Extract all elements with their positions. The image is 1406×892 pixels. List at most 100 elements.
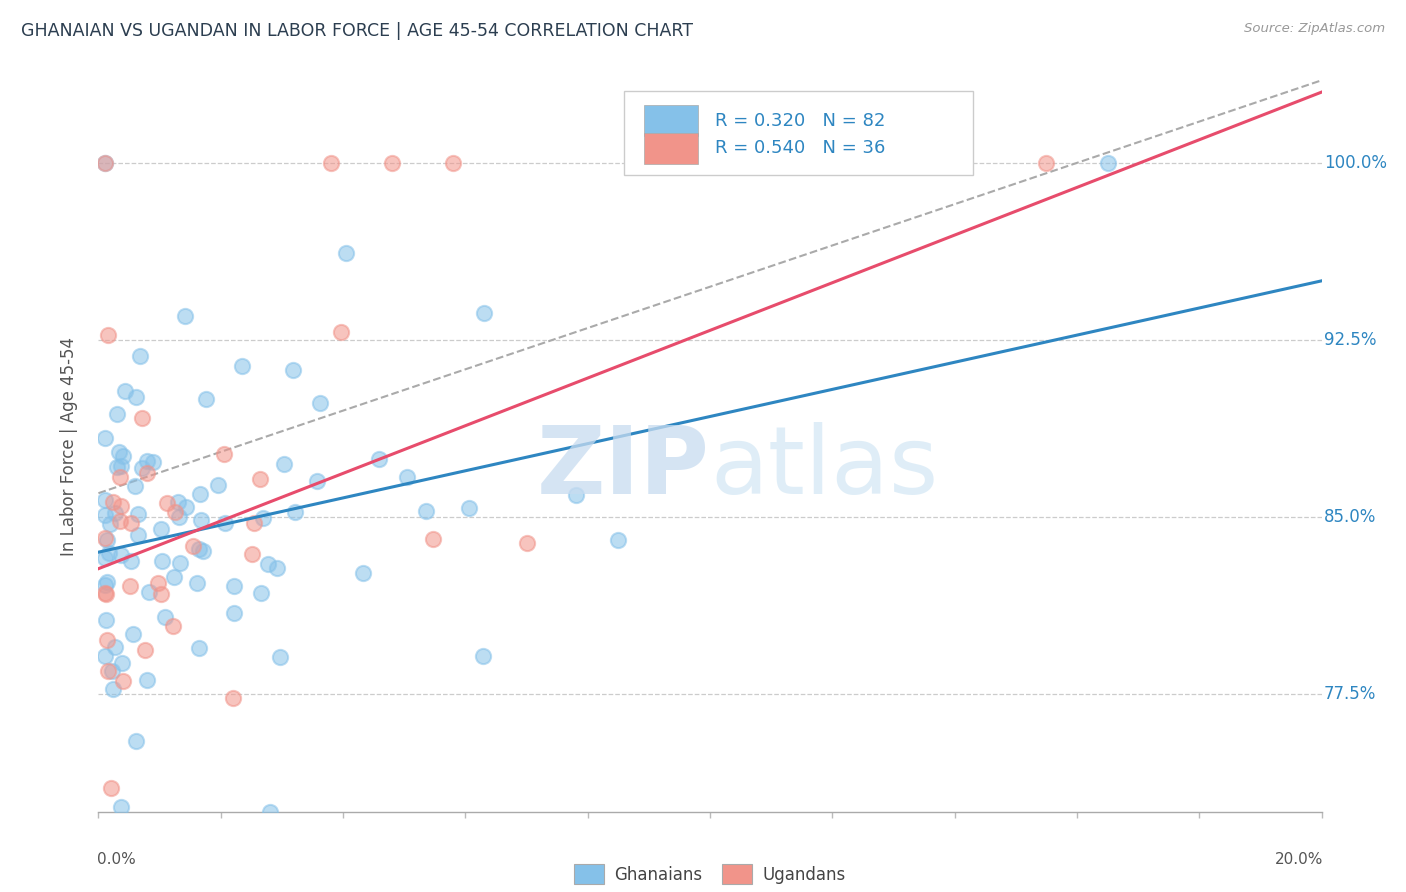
Point <box>381 156 404 170</box>
Point <box>422 532 444 546</box>
Point <box>187 641 209 656</box>
Point <box>249 472 271 486</box>
Point <box>110 800 132 814</box>
Point <box>396 470 419 484</box>
Point <box>94 586 117 600</box>
Point <box>93 431 115 445</box>
Legend: Ghanaians, Ugandans: Ghanaians, Ugandans <box>568 857 852 891</box>
Point <box>120 554 142 568</box>
Point <box>134 642 156 657</box>
Point <box>1097 156 1119 170</box>
Point <box>471 649 494 664</box>
Point <box>163 570 186 584</box>
Point <box>242 548 264 562</box>
Point <box>284 505 307 519</box>
Point <box>191 543 214 558</box>
Point <box>1035 156 1057 170</box>
Point <box>122 627 145 641</box>
Point <box>94 613 117 627</box>
Point <box>97 327 120 342</box>
Point <box>110 499 132 513</box>
Point <box>93 578 115 592</box>
Point <box>96 533 118 548</box>
Text: 100.0%: 100.0% <box>1324 153 1388 172</box>
Point <box>94 550 117 565</box>
Point <box>188 486 211 500</box>
Point <box>441 156 464 170</box>
Point <box>307 474 329 488</box>
Point <box>252 511 274 525</box>
Point <box>308 396 330 410</box>
Point <box>136 673 159 688</box>
Point <box>207 478 229 492</box>
Point <box>97 664 120 678</box>
Point <box>93 649 115 664</box>
FancyBboxPatch shape <box>644 105 697 136</box>
Point <box>222 690 245 705</box>
Point <box>190 512 212 526</box>
Point <box>93 492 115 507</box>
Point <box>110 458 132 473</box>
Point <box>93 586 115 600</box>
Text: GHANAIAN VS UGANDAN IN LABOR FORCE | AGE 45-54 CORRELATION CHART: GHANAIAN VS UGANDAN IN LABOR FORCE | AGE… <box>21 22 693 40</box>
Point <box>111 656 134 670</box>
Point <box>93 156 115 170</box>
Point <box>155 610 177 624</box>
Point <box>146 575 169 590</box>
Point <box>128 349 150 363</box>
Text: Source: ZipAtlas.com: Source: ZipAtlas.com <box>1244 22 1385 36</box>
Point <box>183 539 205 553</box>
Point <box>194 392 217 406</box>
Point <box>93 531 115 545</box>
Point <box>155 495 177 509</box>
Point <box>125 390 148 404</box>
Point <box>167 495 190 509</box>
Point <box>162 619 184 633</box>
Point <box>222 579 245 593</box>
Point <box>187 541 209 556</box>
Point <box>458 501 481 516</box>
Point <box>173 309 195 323</box>
Point <box>110 470 132 484</box>
Text: 77.5%: 77.5% <box>1324 685 1376 703</box>
Point <box>100 781 122 796</box>
Point <box>105 460 128 475</box>
Point <box>96 632 118 647</box>
Point <box>607 533 630 548</box>
Text: 92.5%: 92.5% <box>1324 331 1376 349</box>
Point <box>174 500 197 515</box>
Point <box>167 509 190 524</box>
Point <box>136 453 159 467</box>
Point <box>516 536 538 550</box>
Point <box>142 455 165 469</box>
Point <box>136 466 159 480</box>
FancyBboxPatch shape <box>624 91 973 176</box>
Point <box>125 733 148 747</box>
Point <box>93 508 115 522</box>
Point <box>256 557 278 571</box>
Point <box>352 566 374 580</box>
Point <box>110 548 132 562</box>
Point <box>222 606 245 620</box>
Point <box>97 546 120 560</box>
Point <box>104 506 127 520</box>
Point <box>105 407 128 421</box>
Point <box>472 306 495 320</box>
Text: ZIP: ZIP <box>537 422 710 514</box>
Point <box>150 554 173 568</box>
Point <box>564 488 586 502</box>
Point <box>186 575 208 590</box>
Point <box>111 673 134 688</box>
Point <box>169 557 191 571</box>
Point <box>319 156 342 170</box>
Point <box>120 516 142 530</box>
Point <box>250 586 273 600</box>
Point <box>214 516 236 531</box>
Point <box>335 245 357 260</box>
Point <box>127 507 149 521</box>
Text: atlas: atlas <box>710 422 938 514</box>
Point <box>131 410 153 425</box>
Point <box>98 516 121 531</box>
Point <box>96 575 118 590</box>
Point <box>281 362 304 376</box>
